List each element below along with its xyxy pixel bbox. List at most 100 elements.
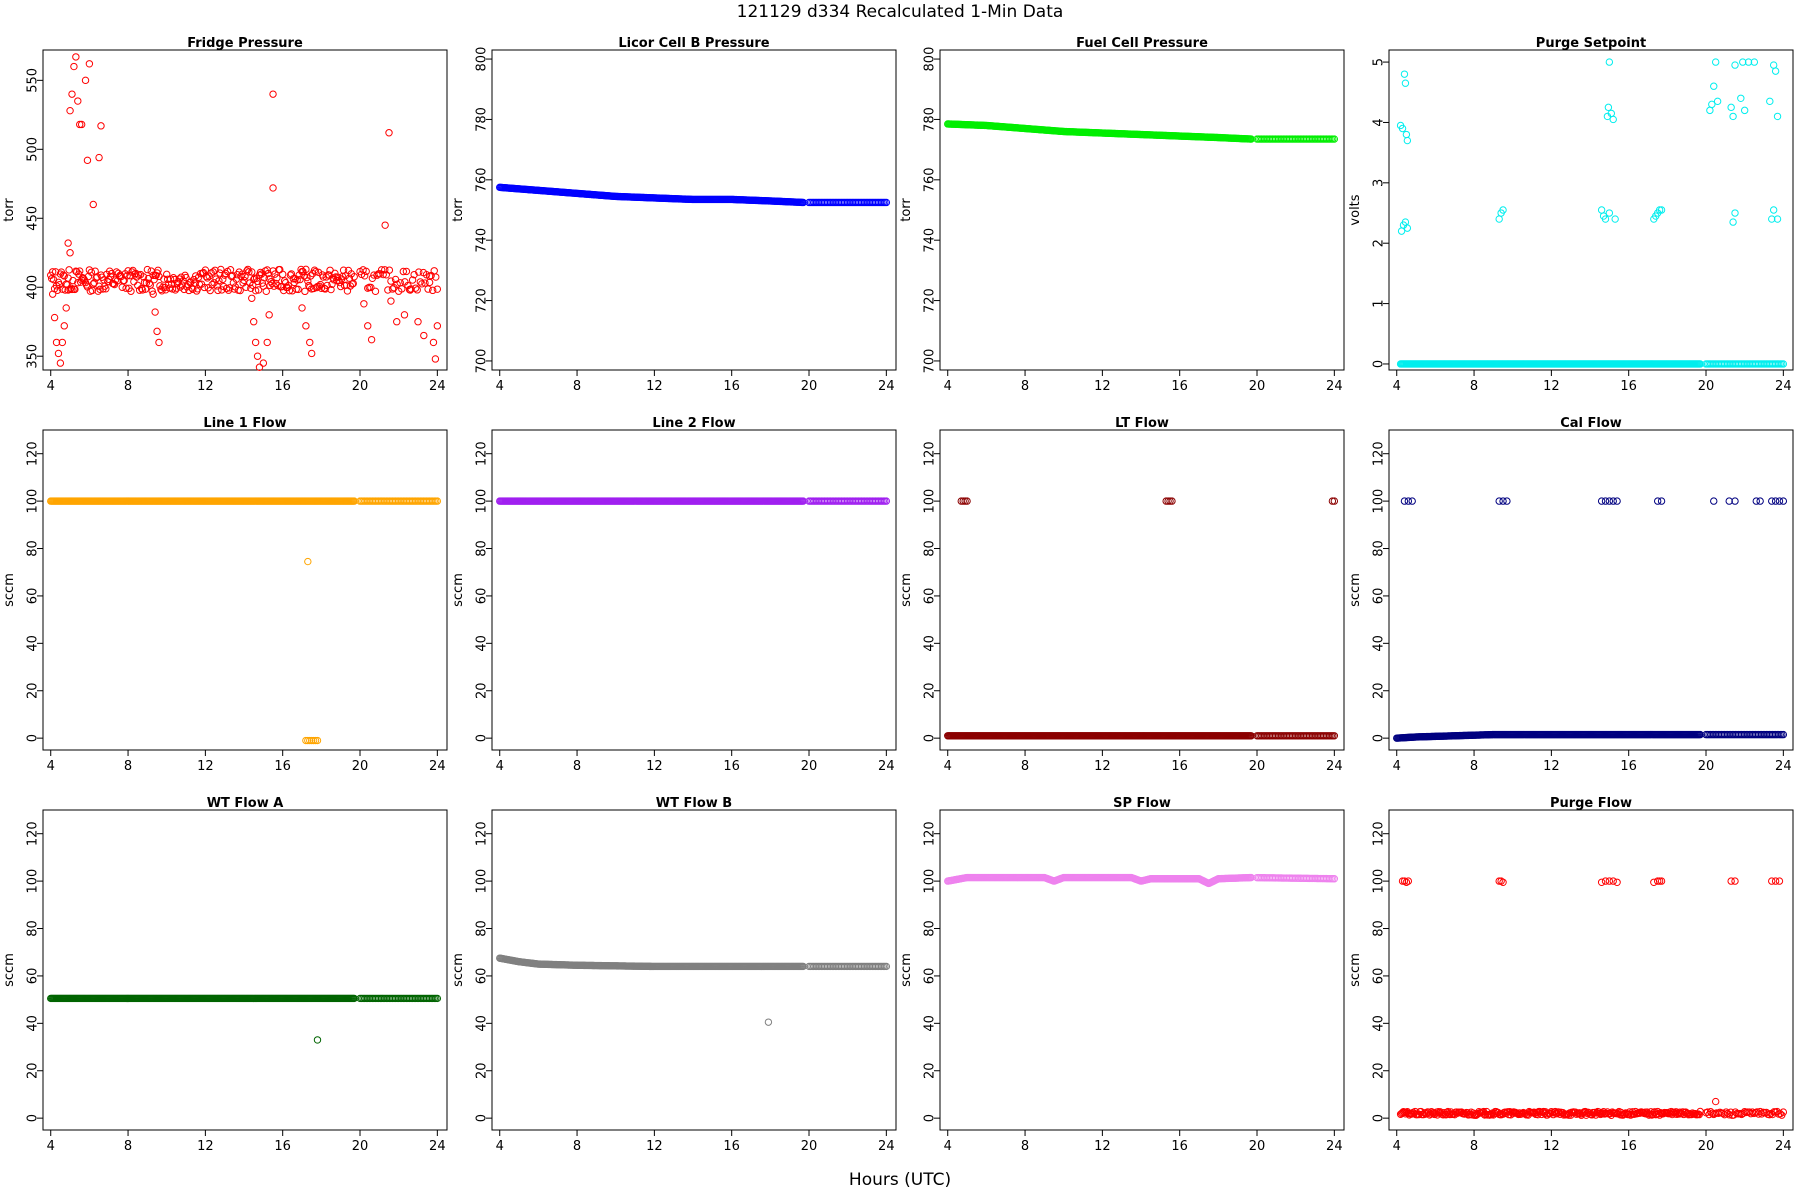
- data-point: [219, 275, 227, 284]
- plot-frame: [939, 49, 1345, 371]
- data-point: [1604, 103, 1613, 112]
- x-tick-label: 20: [801, 759, 818, 774]
- y-tick-label: 120: [26, 441, 41, 466]
- x-tick-label: 24: [1326, 759, 1343, 774]
- data-point: [1403, 136, 1412, 145]
- y-tick-label: 40: [475, 1015, 490, 1032]
- data-point: [1408, 497, 1416, 505]
- data-point: [1740, 106, 1749, 115]
- data-point: [433, 285, 442, 293]
- y-tick-label: 0: [475, 1114, 490, 1122]
- data-point: [1773, 215, 1782, 223]
- data-point: [1731, 61, 1739, 69]
- data-points: [496, 954, 891, 1026]
- panel-title: Purge Setpoint: [1536, 36, 1646, 51]
- data-point: [200, 283, 209, 292]
- data-point: [961, 497, 969, 505]
- data-point: [1601, 497, 1610, 505]
- data-point: [260, 274, 269, 282]
- data-point: [217, 265, 225, 274]
- plot-frame: [1388, 809, 1794, 1131]
- y-tick-label: 40: [26, 635, 41, 652]
- data-point: [1611, 215, 1619, 223]
- data-point: [66, 106, 74, 115]
- data-point: [155, 338, 163, 347]
- y-tick-label: 780: [475, 107, 490, 132]
- data-point: [48, 290, 57, 298]
- data-point: [175, 275, 183, 283]
- data-point: [90, 279, 98, 287]
- y-tick-label: 720: [475, 288, 490, 313]
- x-tick-label: 24: [429, 1139, 446, 1154]
- data-point: [350, 994, 358, 1003]
- data-point: [81, 76, 90, 85]
- y-tick-label: 40: [475, 635, 490, 652]
- data-point: [882, 497, 891, 505]
- data-point: [58, 285, 67, 293]
- y-tick-label: 80: [26, 920, 41, 937]
- y-tick-label: 60: [1372, 968, 1387, 985]
- x-tick-label: 8: [573, 1139, 581, 1154]
- data-point: [406, 286, 414, 294]
- data-point: [278, 270, 287, 279]
- y-tick-label: 5: [1372, 58, 1387, 66]
- data-point: [764, 1018, 773, 1026]
- data-point: [957, 497, 965, 505]
- data-point: [1737, 94, 1745, 103]
- x-tick-label: 12: [197, 1139, 214, 1154]
- data-point: [799, 198, 807, 207]
- data-point: [293, 276, 301, 284]
- x-tick-label: 24: [878, 1139, 895, 1154]
- y-tick-label: 20: [1372, 1062, 1387, 1079]
- data-point: [430, 267, 438, 275]
- x-tick-label: 12: [1543, 379, 1560, 394]
- data-point: [387, 297, 395, 305]
- y-tick-label: 20: [26, 682, 41, 699]
- data-point: [1398, 124, 1407, 133]
- data-point: [1773, 112, 1782, 121]
- data-point: [428, 286, 437, 295]
- data-point: [309, 736, 318, 745]
- x-tick-label: 4: [496, 759, 504, 774]
- data-points: [47, 994, 442, 1044]
- y-tick-label: 0: [923, 1114, 938, 1122]
- panel-title: Cal Flow: [1560, 416, 1622, 431]
- data-point: [310, 266, 319, 274]
- data-point: [311, 267, 320, 276]
- y-tick-label: 60: [1372, 588, 1387, 605]
- data-point: [424, 285, 432, 293]
- data-point: [384, 286, 392, 294]
- data-point: [50, 313, 59, 322]
- x-tick-label: 12: [1543, 1139, 1560, 1154]
- y-tick-label: 120: [1372, 441, 1387, 466]
- data-point: [307, 349, 316, 358]
- x-tick-label: 12: [1094, 1139, 1111, 1154]
- x-tick-label: 16: [1171, 759, 1188, 774]
- data-point: [245, 268, 253, 276]
- x-tick-label: 8: [1470, 759, 1478, 774]
- data-point: [415, 268, 423, 276]
- data-point: [350, 497, 358, 505]
- data-point: [327, 285, 335, 294]
- data-point: [1400, 497, 1409, 505]
- x-tick-label: 4: [47, 379, 55, 394]
- data-point: [1653, 497, 1662, 505]
- data-point: [350, 273, 358, 281]
- data-points: [944, 873, 1339, 888]
- data-point: [307, 736, 316, 745]
- data-point: [1168, 497, 1176, 505]
- data-point: [429, 338, 438, 347]
- data-point: [248, 268, 256, 276]
- data-point: [124, 267, 132, 275]
- data-point: [123, 272, 131, 280]
- data-point: [1330, 732, 1339, 740]
- y-axis-label: sccm: [451, 573, 466, 607]
- data-point: [60, 272, 68, 280]
- y-tick-label: 400: [26, 275, 41, 300]
- data-point: [1729, 112, 1737, 121]
- panel-title: LT Flow: [1115, 416, 1169, 431]
- y-axis-label: sccm: [451, 953, 466, 987]
- y-tick-label: 40: [26, 1015, 41, 1032]
- data-point: [1744, 58, 1753, 66]
